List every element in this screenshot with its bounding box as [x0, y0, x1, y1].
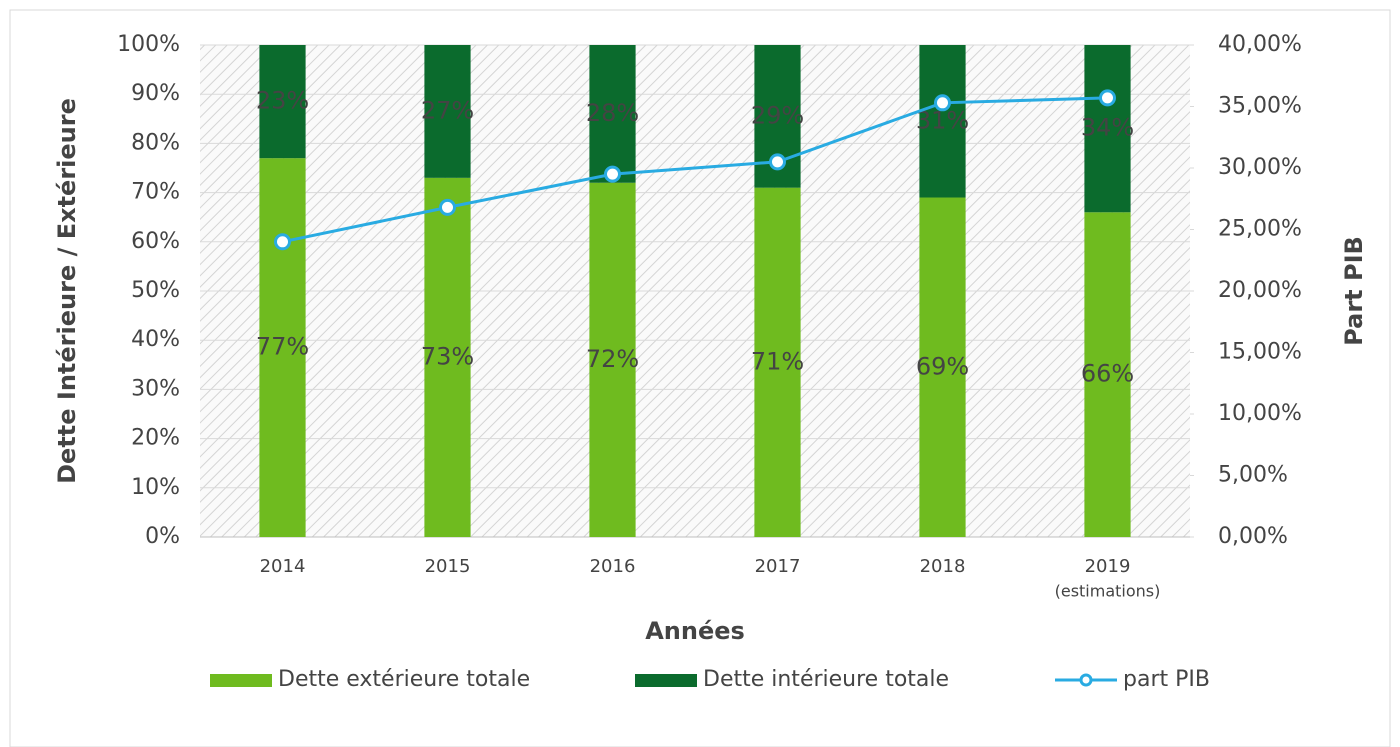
y2-axis-label: Part PIB: [1340, 236, 1368, 346]
data-label: 77%: [256, 333, 309, 361]
y-tick-label: 20%: [131, 426, 180, 451]
data-label: 66%: [1081, 360, 1134, 388]
bar: [754, 187, 801, 537]
x-annotation: (estimations): [1055, 582, 1161, 601]
data-label: 29%: [751, 101, 804, 129]
bar: [1084, 45, 1131, 213]
y2-tick-label: 30,00%: [1218, 155, 1302, 180]
legend-swatch: [210, 674, 272, 687]
x-tick-label: 2018: [920, 556, 966, 577]
line-marker: [274, 233, 291, 251]
y2-tick-label: 10,00%: [1218, 401, 1302, 426]
x-axis-label: Années: [645, 617, 745, 645]
y2-tick-label: 15,00%: [1218, 340, 1302, 365]
y2-tick-label: 25,00%: [1218, 217, 1302, 242]
line-marker: [439, 198, 456, 216]
legend-swatch: [635, 674, 697, 687]
bar: [589, 45, 636, 183]
line-marker: [604, 165, 621, 183]
y-tick-label: 0%: [145, 524, 180, 549]
y-tick-label: 80%: [131, 130, 180, 155]
bar: [424, 45, 471, 178]
legend-label: Dette intérieure totale: [703, 667, 949, 692]
line-marker: [934, 94, 951, 112]
y2-tick-label: 35,00%: [1218, 94, 1302, 119]
data-label: 28%: [586, 99, 639, 127]
bar: [424, 177, 471, 537]
line-marker: [769, 153, 786, 171]
x-tick-label: 2015: [425, 556, 471, 577]
bar: [919, 197, 966, 537]
x-tick-label: 2019: [1085, 556, 1131, 577]
y-tick-label: 60%: [131, 229, 180, 254]
bar: [919, 45, 966, 198]
data-label: 69%: [916, 352, 969, 380]
data-label: 71%: [751, 347, 804, 375]
y2-tick-label: 20,00%: [1218, 278, 1302, 303]
x-tick-label: 2017: [755, 556, 801, 577]
bar: [259, 45, 306, 159]
y-tick-label: 70%: [131, 180, 180, 205]
data-label: 23%: [256, 87, 309, 115]
data-label: 73%: [421, 342, 474, 370]
y-tick-label: 50%: [131, 278, 180, 303]
y2-tick-label: 5,00%: [1218, 463, 1288, 488]
y-axis-label: Dette Intérieure / Extérieure: [53, 98, 81, 484]
y-tick-label: 100%: [117, 32, 180, 57]
bar: [259, 158, 306, 537]
y-tick-label: 90%: [131, 81, 180, 106]
legend-label: Dette extérieure totale: [278, 667, 530, 692]
legend-marker: [1079, 673, 1093, 687]
y-tick-label: 10%: [131, 475, 180, 500]
legend-label: part PIB: [1123, 667, 1210, 692]
x-tick-label: 2016: [590, 556, 636, 577]
data-label: 27%: [421, 96, 474, 124]
data-label: 72%: [586, 345, 639, 373]
y-tick-label: 40%: [131, 327, 180, 352]
y2-tick-label: 0,00%: [1218, 524, 1288, 549]
line-marker: [1099, 89, 1116, 107]
bar: [1084, 212, 1131, 537]
x-tick-label: 2014: [260, 556, 306, 577]
y-tick-label: 30%: [131, 376, 180, 401]
y2-tick-label: 40,00%: [1218, 32, 1302, 57]
bar: [589, 182, 636, 537]
data-label: 34%: [1081, 114, 1134, 142]
line: [282, 96, 1108, 244]
